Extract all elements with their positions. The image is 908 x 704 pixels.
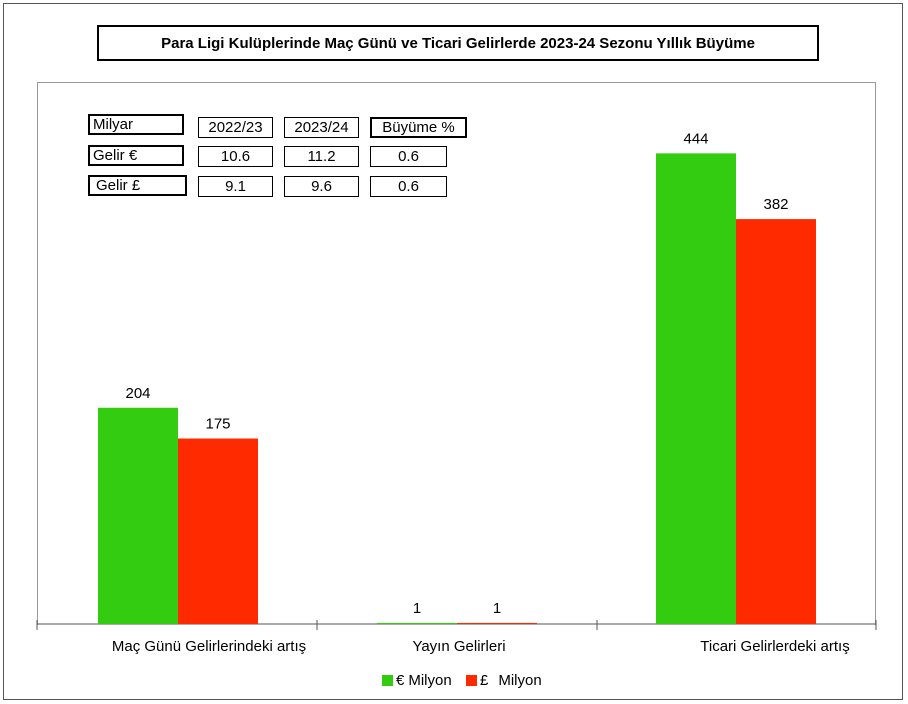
table-row-label: Gelir £ <box>88 175 187 196</box>
plot-area <box>37 82 876 625</box>
table-header-growth: Büyüme % <box>370 117 467 138</box>
bar <box>656 153 736 625</box>
table-cell: 9.1 <box>198 176 273 197</box>
x-tick-label: Maç Günü Gelirlerindeki artış <box>112 638 306 655</box>
table-header-unit: Milyar <box>88 114 184 135</box>
legend-swatch-pound <box>466 675 477 686</box>
legend-symbol-euro: € <box>396 672 405 689</box>
x-tick-label: Yayın Gelirleri <box>412 638 505 655</box>
bar <box>457 622 537 624</box>
chart-title: Para Ligi Kulüplerinde Maç Günü ve Ticar… <box>97 25 819 61</box>
bar <box>736 219 816 624</box>
table-row-label: Gelir € <box>88 145 184 166</box>
data-label: 444 <box>683 130 708 147</box>
legend-label-pound: Milyon <box>498 672 542 689</box>
legend-symbol-pound: £ <box>480 672 489 689</box>
data-label: 1 <box>413 600 421 617</box>
data-label: 1 <box>493 600 501 617</box>
legend-label-euro: Milyon <box>408 672 452 689</box>
table-header-year1: 2022/23 <box>198 117 273 138</box>
table-cell: 10.6 <box>198 146 273 167</box>
table-cell: 9.6 <box>284 176 359 197</box>
table-cell: 0.6 <box>370 146 447 167</box>
chart-frame <box>3 3 903 700</box>
bar <box>377 622 457 624</box>
data-label: 175 <box>205 416 230 433</box>
table-header-year2: 2023/24 <box>284 117 359 138</box>
x-tick-label: Ticari Gelirlerdeki artış <box>700 638 849 655</box>
bar <box>98 407 178 624</box>
table-cell: 11.2 <box>284 146 359 167</box>
data-label: 204 <box>125 385 150 402</box>
legend-swatch-euro <box>382 675 393 686</box>
data-label: 382 <box>763 196 788 213</box>
legend-item-euro: € Milyon <box>382 672 452 689</box>
table-cell: 0.6 <box>370 176 447 197</box>
bar <box>178 438 258 624</box>
legend-item-pound: £ Milyon <box>466 672 542 689</box>
